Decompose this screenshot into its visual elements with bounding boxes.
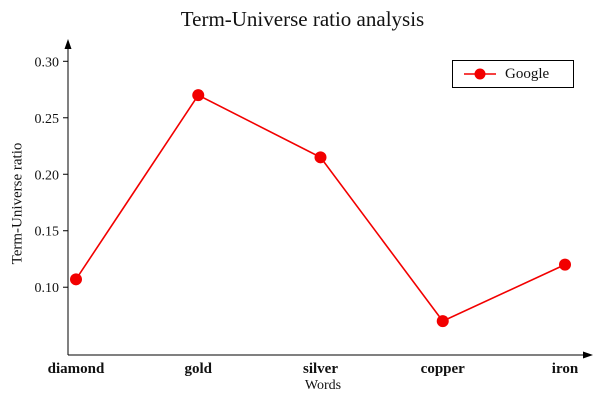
y-tick-label: 0.10 bbox=[35, 281, 60, 296]
x-category-label: diamond bbox=[48, 361, 105, 377]
chart-title: Term-Universe ratio analysis bbox=[180, 7, 425, 31]
legend-series-label: Google bbox=[505, 65, 550, 82]
data-point bbox=[314, 151, 327, 164]
y-axis-arrow-icon bbox=[64, 39, 72, 49]
data-point bbox=[559, 258, 571, 271]
legend: Google bbox=[452, 60, 574, 88]
series-line bbox=[75, 94, 566, 323]
x-axis-arrow-icon bbox=[583, 351, 593, 359]
x-category-label: iron bbox=[552, 361, 579, 377]
legend-marker-icon bbox=[464, 68, 496, 80]
y-tick-label: 0.25 bbox=[35, 112, 60, 127]
y-tick-label: 0.15 bbox=[35, 225, 60, 240]
x-axis-label: Words bbox=[304, 378, 342, 393]
data-point bbox=[436, 315, 449, 328]
x-category-label: gold bbox=[184, 361, 212, 377]
data-point bbox=[70, 273, 82, 286]
y-tick-label: 0.20 bbox=[35, 168, 60, 183]
data-point bbox=[192, 89, 205, 102]
x-category-label: silver bbox=[303, 361, 338, 377]
y-tick-label: 0.30 bbox=[35, 55, 60, 70]
x-category-label: copper bbox=[421, 361, 466, 377]
